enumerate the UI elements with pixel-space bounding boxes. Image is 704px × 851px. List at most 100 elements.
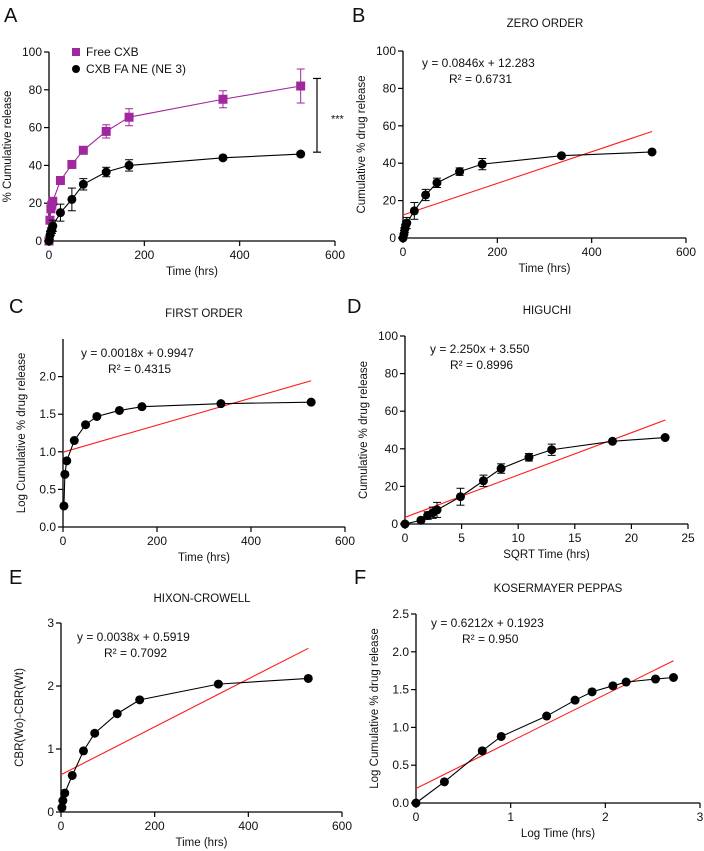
data-point [78, 746, 88, 756]
data-point [668, 673, 678, 683]
y-tick-label: 20 [383, 194, 397, 208]
data-point [137, 402, 147, 412]
y-tick-label: 0 [389, 231, 396, 245]
y-axis-label: CBR(Wo)-CBR(Wt) [14, 668, 26, 767]
data-point [402, 218, 412, 228]
data-point [477, 159, 487, 169]
data-point [69, 436, 79, 446]
y-tick-label: 2 [47, 679, 54, 693]
chart-title: HIXON-CROWELL [153, 593, 251, 605]
series-cxb-fa-ne-ne-3- [44, 149, 306, 246]
fit-equation: y = 0.0018x + 0.9947 [81, 346, 194, 360]
data-point [62, 456, 72, 466]
data-point [432, 178, 442, 188]
fit-equation: y = 0.6212x + 0.1923 [431, 616, 544, 630]
y-axis-label: % Cumulative release [2, 91, 14, 203]
series-free-cxb [44, 68, 306, 246]
y-tick-label: 0.0 [39, 520, 56, 534]
x-tick-label: 600 [325, 248, 345, 262]
data-point [59, 501, 69, 511]
y-axis-label: Cumulative % drug release [356, 75, 368, 213]
y-tick-label: 0 [47, 805, 54, 819]
data-point [651, 674, 661, 684]
x-tick-label: 200 [487, 245, 507, 259]
x-axis-label: Log Time (hrs) [521, 828, 595, 840]
series [400, 433, 670, 529]
panel-a: A 0 200 400 600 0 20 40 60 80 100 Time (hrs) % Cumul… [2, 5, 345, 278]
legend-label: CXB FA NE (NE 3) [86, 62, 186, 76]
data-point [101, 167, 111, 177]
data-point [216, 399, 226, 409]
data-point [542, 711, 552, 721]
y-tick-label: 40 [385, 442, 399, 456]
y-tick-label: 80 [29, 83, 43, 97]
x-tick-label: 200 [147, 534, 167, 548]
y-tick-label: 2.0 [392, 645, 409, 659]
data-point [135, 695, 145, 705]
series [411, 673, 678, 808]
y-tick-label: 2.0 [39, 370, 56, 384]
data-point [411, 798, 421, 808]
data-point [296, 81, 306, 91]
x-tick-label: 0 [402, 531, 409, 545]
panel-d: D HIGUCHI 0 5 10 15 20 25 0 20 40 60 80 100 SQRT Time … [347, 296, 695, 561]
legend-marker [72, 48, 80, 56]
y-tick-label: 80 [383, 81, 397, 95]
series-line [415, 676, 674, 804]
r-squared: R² = 0.7092 [104, 646, 167, 660]
x-tick-label: 25 [681, 531, 695, 545]
x-axis-label: Time (hrs) [176, 837, 228, 849]
panel-f: F KOSERMAYER PEPPAS 0 1 2 3 0.0 0.5 1.0 1.5 2.0 2.5… [354, 567, 704, 840]
data-point [124, 112, 134, 122]
panel-letter: B [352, 5, 365, 27]
x-tick-label: 200 [145, 819, 165, 833]
x-tick-label: 0 [60, 534, 67, 548]
data-point [48, 196, 58, 206]
series-line [61, 677, 309, 808]
fit-line [402, 130, 653, 216]
x-tick-label: 0 [400, 245, 407, 259]
data-point [213, 679, 223, 689]
y-tick-label: 20 [385, 479, 399, 493]
y-tick-label: 40 [383, 156, 397, 170]
fit-equation: y = 0.0846x + 12.283 [422, 56, 535, 70]
chart-title: FIRST ORDER [165, 308, 243, 320]
data-point [114, 405, 124, 415]
y-tick-label: 2.5 [392, 607, 409, 621]
significance-label: *** [331, 113, 345, 125]
chart-title: ZERO ORDER [507, 18, 584, 30]
x-tick-label: 0 [58, 819, 65, 833]
panel-letter: C [9, 296, 23, 318]
x-tick-label: 400 [238, 819, 258, 833]
panel-e: E HIXON-CROWELL 0 200 400 600 0 1 2 3 Time (hrs) CB… [9, 567, 352, 849]
y-tick-label: 0.5 [392, 758, 409, 772]
fit-line [62, 380, 312, 453]
x-axis-label: SQRT Time (hrs) [503, 549, 590, 561]
y-tick-label: 80 [385, 367, 399, 381]
data-point [67, 159, 77, 169]
data-point [306, 397, 316, 407]
data-point [587, 687, 597, 697]
x-tick-label: 600 [332, 819, 352, 833]
y-tick-label: 1.0 [39, 445, 56, 459]
y-tick-label: 0 [391, 517, 398, 531]
legend-label: Free CXB [86, 45, 139, 59]
x-tick-label: 2 [602, 810, 609, 824]
data-point [570, 695, 580, 705]
data-point [400, 519, 410, 529]
x-tick-label: 600 [676, 245, 696, 259]
x-tick-label: 400 [230, 248, 250, 262]
data-point [48, 221, 58, 231]
x-tick-label: 600 [335, 534, 355, 548]
data-point [112, 709, 122, 719]
x-tick-label: 15 [568, 531, 582, 545]
r-squared: R² = 0.6731 [449, 72, 512, 86]
data-point [421, 190, 431, 200]
r-squared: R² = 0.8996 [450, 358, 513, 372]
data-point [303, 673, 313, 683]
data-point [67, 770, 77, 780]
series [398, 147, 657, 243]
series-line [63, 401, 312, 506]
x-tick-label: 400 [582, 245, 602, 259]
